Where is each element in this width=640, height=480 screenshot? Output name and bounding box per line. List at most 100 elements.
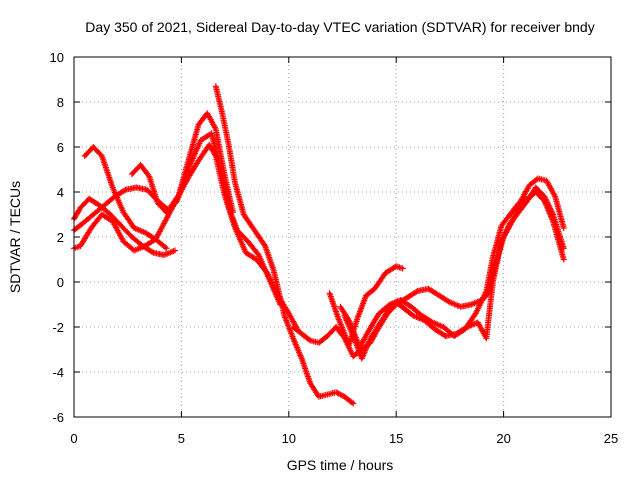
- x-axis-label: GPS time / hours: [287, 457, 394, 473]
- data-marker-segment: [543, 177, 558, 198]
- data-marker-segment: [457, 301, 473, 310]
- data-marker-segment: [489, 224, 504, 261]
- data-marker-segment: [397, 297, 413, 309]
- data-marker-segment: [242, 249, 259, 262]
- data-marker-segment: [498, 212, 512, 229]
- x-tick-label: 20: [496, 431, 510, 446]
- y-tick-label: 10: [50, 50, 64, 65]
- data-marker-segment: [184, 123, 202, 166]
- data-marker-segment: [240, 211, 257, 232]
- x-tick-label: 25: [604, 431, 618, 446]
- y-tick-label: 8: [57, 95, 64, 110]
- y-tick-label: -6: [52, 410, 64, 425]
- data-marker-segment: [483, 280, 496, 342]
- data-marker-segment: [408, 303, 424, 318]
- data-marker-segment: [219, 110, 232, 146]
- data-point: [229, 209, 236, 216]
- data-marker-segment: [212, 83, 225, 115]
- data-marker-segment: [365, 312, 382, 335]
- data-marker-segment: [232, 180, 247, 216]
- data-marker-segment: [225, 141, 238, 185]
- data-point: [399, 265, 406, 272]
- data-marker-segment: [212, 126, 227, 176]
- chart-title: Day 350 of 2021, Sidereal Day-to-day VTE…: [85, 19, 594, 35]
- data-marker-segment: [129, 234, 145, 248]
- y-tick-label: 6: [57, 140, 64, 155]
- x-tick-label: 15: [389, 431, 403, 446]
- data-point: [163, 245, 170, 252]
- data-point: [171, 247, 178, 254]
- data-marker-segment: [472, 289, 489, 317]
- axis-ticks: 0 5 10 15 20 25 -6 -4 -2 0 2 4 6 8 10: [50, 50, 619, 446]
- data-marker-segment: [77, 226, 94, 249]
- data-marker-segment: [376, 309, 390, 328]
- plot-frame: [73, 56, 612, 418]
- data-marker-segment: [86, 195, 102, 208]
- series-5: [129, 110, 236, 216]
- data-marker-segment: [363, 286, 377, 299]
- data-marker-segment: [298, 330, 313, 343]
- data-marker-segment: [315, 334, 330, 346]
- data-marker-segment: [281, 312, 296, 340]
- data-marker-segment: [262, 243, 277, 273]
- series-2: [71, 195, 178, 258]
- data-marker-segment: [298, 355, 313, 385]
- y-tick-label: 0: [57, 275, 64, 290]
- y-tick-label: 4: [57, 185, 64, 200]
- data-point: [560, 256, 567, 263]
- data-marker-segment: [552, 193, 567, 230]
- data-marker-segment: [98, 211, 115, 224]
- data-marker-segment: [410, 312, 426, 323]
- y-axis-label: SDTVAR / TECUs: [7, 181, 23, 293]
- data-marker-segment: [290, 335, 304, 360]
- data-marker-segment: [421, 317, 437, 332]
- data-marker-segment: [197, 131, 214, 144]
- data-marker-segment: [204, 110, 218, 131]
- data-marker-segment: [270, 267, 288, 317]
- data-marker-segment: [255, 252, 272, 282]
- data-marker-segment: [90, 203, 106, 218]
- data-marker-segment: [98, 153, 116, 189]
- data-marker-segment: [109, 218, 126, 243]
- y-tick-label: -2: [52, 320, 64, 335]
- data-marker-segment: [137, 162, 152, 178]
- data-marker-segment: [403, 288, 420, 301]
- data-point: [560, 225, 567, 231]
- y-tick-label: -4: [52, 365, 64, 380]
- data-marker-segment: [326, 290, 341, 320]
- data-marker-segment: [515, 199, 530, 216]
- data-marker-segment: [541, 193, 556, 216]
- data-marker-segment: [161, 248, 177, 258]
- data-marker-segment: [109, 184, 126, 214]
- data-marker-segment: [453, 324, 469, 337]
- data-marker-segment: [425, 285, 441, 298]
- data-marker-segment: [79, 212, 95, 227]
- data-marker-segment: [90, 144, 104, 158]
- data-marker-segment: [195, 143, 212, 164]
- series-9: [337, 189, 567, 351]
- data-marker-segment: [498, 222, 513, 245]
- data-marker-segment: [118, 222, 134, 239]
- data-point: [560, 245, 567, 252]
- data-marker-segment: [393, 299, 407, 311]
- data-marker-segment: [290, 324, 304, 336]
- data-marker-segment: [107, 211, 124, 228]
- data-marker-segment: [221, 171, 236, 214]
- data-marker-segment: [358, 336, 373, 362]
- data-marker-segment: [120, 209, 137, 230]
- data-points: [71, 83, 567, 407]
- data-marker-segment: [88, 212, 104, 231]
- y-tick-label: 2: [57, 230, 64, 245]
- x-tick-label: 10: [282, 431, 296, 446]
- data-marker-segment: [376, 302, 392, 317]
- data-marker-segment: [489, 240, 505, 285]
- data-marker-segment: [367, 323, 382, 342]
- data-marker-segment: [507, 210, 521, 227]
- data-point: [350, 400, 357, 407]
- series-6: [212, 83, 357, 407]
- data-marker-segment: [152, 236, 168, 251]
- series-4: [81, 144, 170, 252]
- data-marker-segment: [550, 211, 567, 250]
- data-marker-segment: [146, 173, 161, 205]
